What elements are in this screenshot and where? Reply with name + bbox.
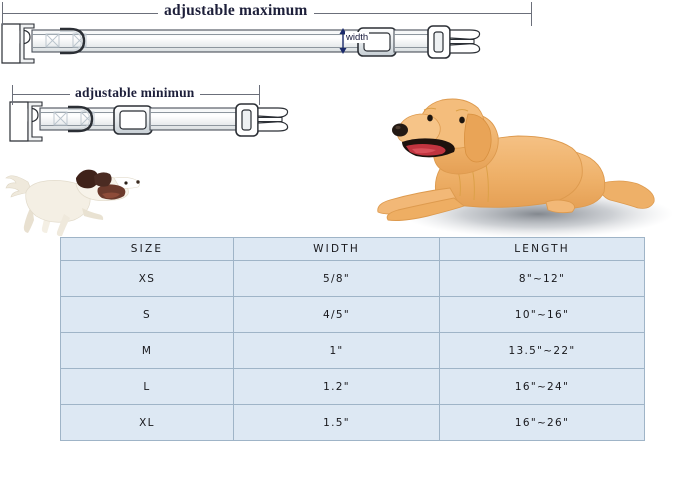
cell-width: 1.2" (233, 368, 440, 405)
dim-tick-right-min (259, 85, 260, 105)
table-header-size: SIZE (60, 237, 234, 261)
dim-tick-right-max (531, 2, 532, 26)
table-header-length: LENGTH (439, 237, 645, 261)
cell-length: 16"~24" (439, 368, 645, 405)
table-row: M 1" 13.5"~22" (60, 332, 645, 369)
adjustable-maximum-label: adjustable maximum (158, 2, 314, 20)
table-row: S 4/5" 10"~16" (60, 296, 645, 333)
lying-golden-retriever-illustration (377, 98, 673, 238)
cell-size: XS (60, 260, 234, 297)
dim-tick-left-max (2, 2, 3, 26)
cell-length: 13.5"~22" (439, 332, 645, 369)
cell-length: 16"~26" (439, 404, 645, 441)
cell-length: 10"~16" (439, 296, 645, 333)
cell-size: L (60, 368, 234, 405)
cell-size: XL (60, 404, 234, 441)
cell-width: 5/8" (233, 260, 440, 297)
running-white-dog-illustration (5, 169, 140, 237)
table-row: XS 5/8" 8"~12" (60, 260, 645, 297)
width-dimension-arrow (339, 28, 347, 54)
dim-tick-left-min (12, 85, 13, 105)
table-header-width: WIDTH (233, 237, 440, 261)
cell-width: 4/5" (233, 296, 440, 333)
collar-diagram-maximum (1, 23, 481, 64)
cell-width: 1" (233, 332, 440, 369)
collar-diagram-minimum (9, 101, 289, 142)
cell-size: S (60, 296, 234, 333)
table-row: L 1.2" 16"~24" (60, 368, 645, 405)
table-row: XL 1.5" 16"~26" (60, 404, 645, 441)
adjustable-minimum-label: adjustable minimun (70, 85, 200, 101)
width-label: width (345, 32, 370, 43)
size-chart-table: SIZE WIDTH LENGTH XS 5/8" 8"~12" S 4/5" … (60, 237, 645, 441)
cell-size: M (60, 332, 234, 369)
cell-width: 1.5" (233, 404, 440, 441)
cell-length: 8"~12" (439, 260, 645, 297)
table-header-row: SIZE WIDTH LENGTH (60, 237, 645, 261)
